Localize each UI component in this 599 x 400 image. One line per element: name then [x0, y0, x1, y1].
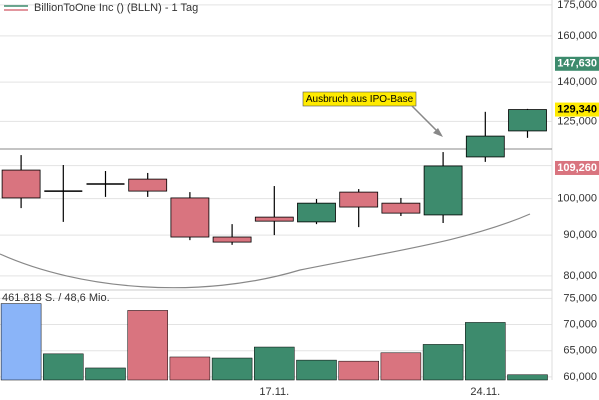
candle-body	[423, 165, 463, 216]
candle-body	[465, 135, 505, 158]
volume-bar	[43, 353, 84, 381]
candle-body	[170, 197, 210, 238]
annotation-arrowhead	[433, 128, 443, 137]
price-label: 147,630	[557, 58, 597, 70]
y-tick-label: 80,000	[563, 270, 597, 282]
candle-body	[339, 191, 379, 208]
price-label: 129,340	[557, 103, 597, 115]
x-tick-label: 24.11.	[470, 386, 500, 398]
volume-tick-label: 65,000	[563, 345, 597, 357]
price-label-box	[555, 160, 599, 175]
candle-body	[1, 169, 41, 199]
volume-bar	[422, 344, 464, 381]
volume-bar	[211, 357, 253, 381]
base-curve	[0, 213, 531, 289]
legend-text: BillionToOne Inc () (BLLN) - 1 Tag	[34, 2, 198, 14]
volume-bar	[380, 352, 422, 381]
y-tick-label: 125,000	[557, 115, 597, 127]
volume-bar	[507, 374, 548, 381]
x-tick-label: 17.11.	[259, 386, 289, 398]
candle-body	[212, 236, 252, 243]
volume-bar	[85, 367, 126, 381]
y-tick-label: 140,000	[557, 76, 597, 88]
price-label-box	[555, 102, 599, 117]
volume-tick-label: 75,000	[563, 292, 597, 304]
volume-bar	[296, 359, 337, 381]
annotation-box	[302, 91, 417, 107]
volume-bar	[338, 360, 379, 381]
y-tick-label: 160,000	[557, 30, 597, 42]
volume-bar	[0, 303, 42, 381]
price-label-box	[555, 56, 599, 71]
candle-body	[297, 202, 336, 223]
y-tick-label: 90,000	[563, 229, 597, 241]
y-tick-label: 100,000	[557, 193, 597, 205]
annotation-text: Ausbruch aus IPO-Base	[306, 94, 414, 105]
volume-bar	[169, 356, 211, 381]
volume-bar	[254, 346, 295, 381]
candle-body	[128, 178, 168, 192]
volume-bar	[465, 322, 506, 381]
volume-tick-label: 60,000	[563, 371, 597, 383]
candle-body	[508, 109, 547, 132]
candle-body	[254, 216, 294, 222]
volume-label: 461.818 S. / 48,6 Mio.	[2, 292, 110, 304]
volume-bar	[127, 310, 168, 381]
price-label: 109,260	[557, 162, 597, 174]
candle-body	[381, 202, 421, 214]
y-tick-label: 175,000	[557, 0, 597, 11]
volume-tick-label: 70,000	[563, 318, 597, 330]
